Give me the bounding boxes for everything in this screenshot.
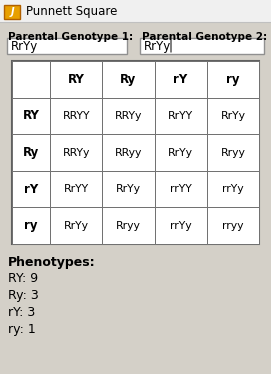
Bar: [12, 98, 50, 134]
Bar: [12, 61, 259, 244]
Bar: [102, 171, 154, 208]
Text: RY: RY: [68, 73, 85, 86]
Text: rrYY: rrYY: [170, 184, 192, 194]
Bar: [50, 208, 102, 244]
Text: rrYy: rrYy: [170, 221, 191, 231]
Bar: [154, 171, 207, 208]
Text: Parental Genotype 2:: Parental Genotype 2:: [142, 32, 267, 42]
Bar: [50, 98, 102, 134]
Text: Phenotypes:: Phenotypes:: [8, 256, 96, 269]
Text: Rryy: Rryy: [116, 221, 141, 231]
Text: RY: RY: [22, 110, 40, 122]
Bar: [12, 171, 50, 208]
Bar: [102, 61, 154, 98]
Text: rY: rY: [24, 183, 38, 196]
Text: RrYy: RrYy: [64, 221, 89, 231]
Text: RrYy: RrYy: [220, 111, 245, 121]
Bar: [0, 0, 271, 22]
Text: Ry: Ry: [23, 146, 39, 159]
Text: Punnett Square: Punnett Square: [26, 4, 117, 18]
Text: Rryy: Rryy: [220, 147, 245, 157]
Text: Parental Genotype 1:: Parental Genotype 1:: [8, 32, 133, 42]
Text: ry: ry: [24, 219, 38, 232]
Text: RrYy: RrYy: [168, 147, 193, 157]
Text: RY: 9: RY: 9: [8, 272, 38, 285]
Bar: [12, 61, 50, 98]
Text: RrYY: RrYY: [168, 111, 193, 121]
Bar: [207, 171, 259, 208]
Bar: [102, 134, 154, 171]
Bar: [154, 208, 207, 244]
Text: |: |: [168, 40, 172, 52]
Text: rY: rY: [173, 73, 188, 86]
Bar: [50, 171, 102, 208]
Bar: [102, 98, 154, 134]
Bar: [12, 208, 50, 244]
Text: Ry: 3: Ry: 3: [8, 289, 39, 302]
FancyBboxPatch shape: [4, 5, 20, 19]
Text: RrYy: RrYy: [144, 40, 171, 52]
Text: J: J: [10, 7, 14, 17]
Bar: [12, 134, 50, 171]
Bar: [207, 134, 259, 171]
Bar: [50, 134, 102, 171]
Bar: [102, 208, 154, 244]
Text: rrYy: rrYy: [222, 184, 244, 194]
Text: rryy: rryy: [222, 221, 244, 231]
Bar: [154, 98, 207, 134]
Text: RrYy: RrYy: [11, 40, 38, 52]
Text: RRyy: RRyy: [115, 147, 142, 157]
Text: Ry: Ry: [120, 73, 137, 86]
Bar: [207, 208, 259, 244]
Text: RRYy: RRYy: [115, 111, 142, 121]
Bar: [207, 98, 259, 134]
Text: ry: ry: [226, 73, 240, 86]
Bar: [207, 61, 259, 98]
Text: RRYY: RRYY: [62, 111, 90, 121]
Text: RrYY: RrYY: [64, 184, 89, 194]
Text: RrYy: RrYy: [116, 184, 141, 194]
Bar: [154, 134, 207, 171]
Text: rY: 3: rY: 3: [8, 306, 35, 319]
Text: ry: 1: ry: 1: [8, 323, 36, 336]
Bar: [7, 38, 127, 54]
Bar: [154, 61, 207, 98]
Bar: [140, 38, 264, 54]
Text: RRYy: RRYy: [62, 147, 90, 157]
Bar: [50, 61, 102, 98]
